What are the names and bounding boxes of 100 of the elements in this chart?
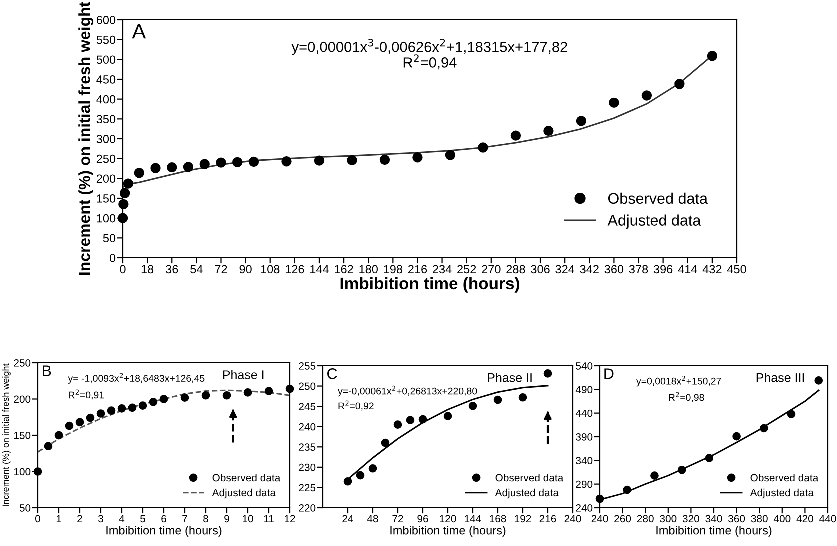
x-tick-label: 3 [98,515,104,523]
point [248,156,260,168]
point [623,486,632,494]
x-tick-label: 144 [310,265,329,274]
point [544,126,554,136]
x-tick-label: 396 [654,265,673,274]
x-tick-label: 216 [408,265,428,274]
point [76,418,84,427]
annotation: D [604,368,614,380]
legend-label: Observed data [212,474,281,482]
y-tick-label: 255 [299,362,316,370]
x-tick-label: 10 [243,515,254,523]
x-tick-label: 234 [433,265,452,274]
x-tick-label: 420 [796,515,814,523]
point [128,404,137,412]
point [138,402,148,410]
legend-label: Observed data [608,192,708,204]
point [34,468,42,476]
y-tick-label: 390 [576,434,593,441]
point [381,438,390,448]
point [180,394,190,402]
y-tick-label: 300 [96,135,116,144]
x-tick-label: 450 [727,265,746,274]
x-axis-title: Imbibition time (hours) [340,277,520,293]
y-tick-label: 0 [110,254,116,262]
annotation: y=0,00001x$^{3}$-0,00626x$^{2}$+1,18315x+177,82 [292,39,568,56]
point [732,432,741,441]
x-tick-label: 414 [678,265,698,274]
point [123,178,134,189]
x-tick-label: 144 [465,515,482,522]
point [200,159,210,170]
y-tick-label: 240 [576,504,593,512]
point [244,388,252,397]
x-tick-label: 12 [285,515,296,522]
annotation: R$^{2}$=0,92 [338,400,374,411]
y-tick-label: 225 [299,484,316,492]
y-tick-label: 240 [299,423,316,431]
x-tick-label: 36 [166,265,178,274]
point [264,387,274,396]
point [510,130,522,141]
x-tick-label: 198 [384,265,402,274]
point [118,199,129,210]
point [107,406,116,416]
x-tick-label: 11 [264,515,274,522]
x-axis-title: Imbibition time (hours) [106,526,222,538]
legend-label: Adjusted data [495,488,560,499]
annotation: y= -1,0093x$^{2}$+18,6483x+126,45 [68,373,205,384]
point [118,404,126,413]
point [418,415,428,424]
y-tick-label: 150 [97,194,116,203]
point [202,391,210,400]
annotation: A [132,24,146,39]
annotation: Phase I [223,370,264,380]
point [814,376,824,385]
point [494,396,502,404]
point [344,477,352,486]
annotation: y=-0,00061x$^{2}$+0,26813x+220,80 [338,386,478,397]
point [518,393,528,402]
y-tick-label: 220 [299,504,316,512]
point [478,142,488,153]
x-tick-label: 72 [392,515,404,522]
point [368,464,378,473]
x-tick-label: 7 [182,515,188,522]
annotation: B [43,366,52,376]
x-tick-label: 2 [78,515,82,522]
x-tick-label: 54 [190,265,203,274]
point [167,162,178,173]
y-tick-label: 450 [96,76,116,84]
y-tick-label: 150 [14,432,31,440]
point [544,370,552,378]
x-tick-label: 440 [820,515,836,523]
point [468,402,478,410]
x-tick-label: 9 [224,515,230,523]
point [760,424,768,433]
x-tick-label: 180 [360,265,378,274]
point [707,51,718,62]
point [406,416,415,425]
y-tick-label: 250 [14,360,31,367]
x-tick-label: 4 [119,515,125,522]
x-tick-label: 432 [702,265,722,274]
y-tick-label: 290 [576,480,593,488]
y-tick-label: 500 [96,56,116,64]
x-tick-label: 288 [506,265,526,274]
y-tick-label: 245 [299,403,316,410]
point [314,156,325,166]
x-tick-label: 400 [774,515,791,523]
x-tick-label: 72 [215,265,228,274]
point [444,412,452,420]
x-tick-label: 342 [580,265,599,274]
point [596,494,604,504]
legend-label: Observed data [750,474,819,482]
annotation: R$^{2}$=0,98 [669,392,704,402]
y-tick-label: 250 [299,382,316,390]
point [286,384,294,394]
annotation: Phase II [488,373,532,382]
x-tick-label: 252 [458,265,476,274]
point [118,213,128,224]
x-tick-label: 8 [204,515,208,523]
x-tick-label: 360 [604,265,624,274]
legend-label: Adjusted data [212,488,276,499]
